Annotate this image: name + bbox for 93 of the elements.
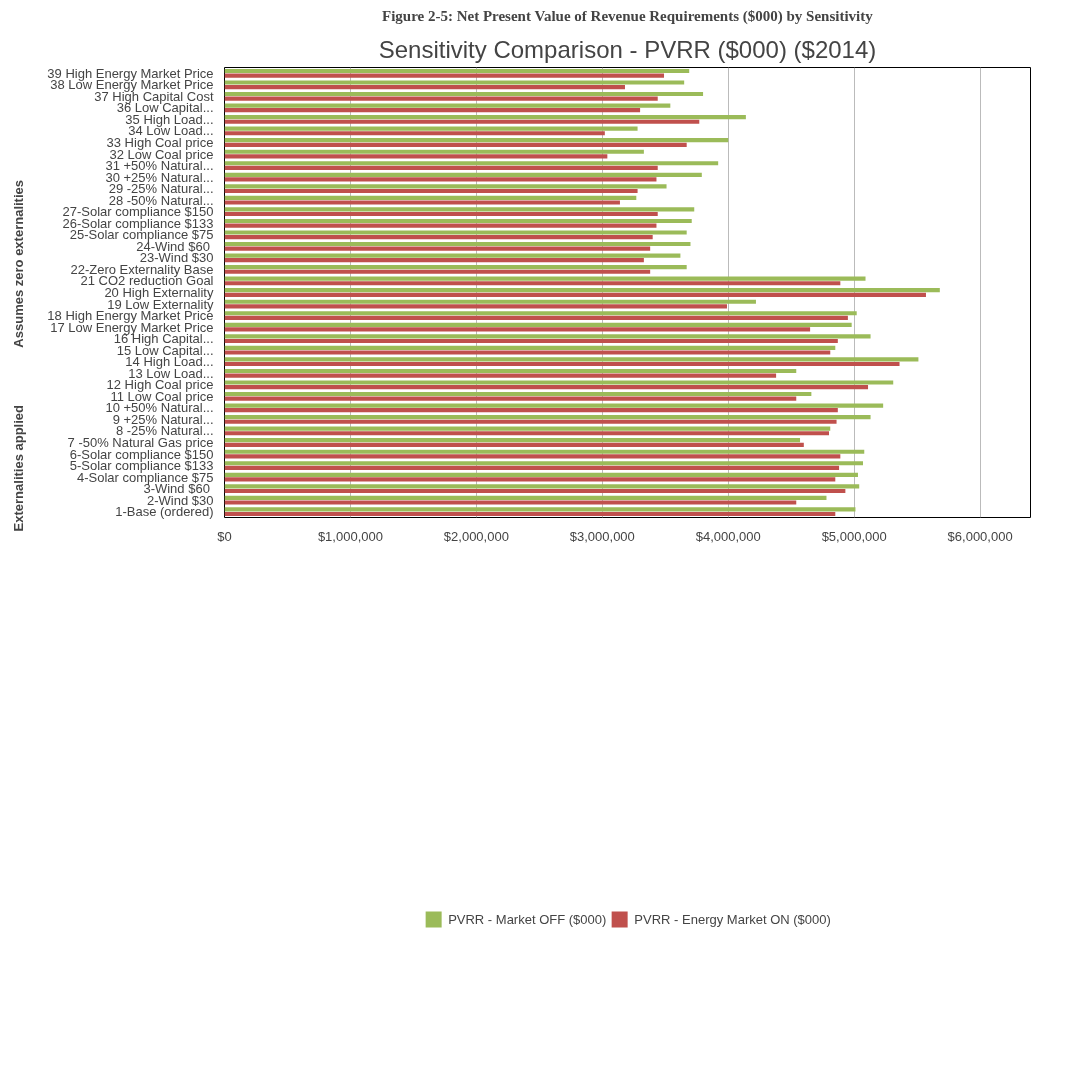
- bar: [224, 195, 637, 200]
- bar: [224, 495, 827, 500]
- bar: [224, 165, 658, 170]
- bar: [224, 138, 729, 143]
- bar: [224, 288, 940, 293]
- bar: [224, 315, 848, 320]
- bar: [224, 311, 857, 316]
- bar: [224, 253, 681, 258]
- bar: [224, 188, 638, 194]
- caption: Figure 2-5: Net Present Value of Revenue Requirements ($000) by Sensitivity: [381, 7, 874, 25]
- bar: [224, 449, 865, 454]
- bar: [224, 258, 644, 263]
- bar: [224, 85, 625, 90]
- x-tick-label: $2,000,000: [443, 528, 509, 544]
- text: Assumes zero externalities: [11, 179, 26, 348]
- bar: [224, 391, 812, 397]
- bar: [224, 345, 836, 350]
- bar: [224, 419, 837, 424]
- bar: [224, 184, 667, 189]
- x-tick-label: $6,000,000: [947, 528, 1013, 544]
- bar: [224, 361, 900, 367]
- legend-label: PVRR - Market OFF ($000): [448, 911, 607, 927]
- bar: [224, 385, 869, 390]
- bar: [224, 211, 658, 217]
- bar: [224, 126, 638, 131]
- bar: [224, 334, 871, 339]
- bar: [224, 154, 608, 159]
- bar: [224, 299, 756, 304]
- bar: [224, 368, 797, 374]
- x-tick-label: $0: [217, 528, 232, 544]
- bar: [224, 431, 829, 436]
- text: Externalities applied: [11, 404, 26, 532]
- bar: [224, 472, 858, 477]
- bar: [224, 465, 840, 470]
- bar: [224, 223, 657, 228]
- legend-label: PVRR - Energy Market ON ($000): [634, 911, 831, 927]
- bar: [224, 119, 700, 124]
- y-tick-label: 1-Base (ordered): [115, 504, 214, 520]
- bar: [224, 322, 852, 327]
- bar: [224, 241, 691, 247]
- bar: [224, 161, 719, 166]
- bar: [224, 246, 651, 251]
- bar: [224, 304, 727, 309]
- bar: [224, 415, 871, 420]
- bar: [224, 292, 926, 297]
- bar: [224, 269, 651, 274]
- bar: [224, 73, 665, 78]
- bar: [224, 461, 863, 466]
- bar: [224, 142, 687, 147]
- bar: [224, 408, 838, 413]
- bar: [224, 442, 804, 447]
- bar: [224, 380, 894, 385]
- x-tick-label: $1,000,000: [317, 528, 383, 544]
- bar: [224, 438, 801, 443]
- bar: [224, 131, 605, 136]
- bar: [224, 108, 641, 113]
- bar: [224, 488, 846, 494]
- x-tick-label: $4,000,000: [695, 528, 761, 544]
- bar: [224, 177, 657, 182]
- bar: [224, 172, 702, 177]
- y-tick-label: 23-Wind $30: [139, 250, 214, 266]
- bar: [224, 235, 653, 240]
- bar: [224, 500, 797, 505]
- bar: [224, 218, 692, 224]
- bar: [224, 403, 884, 408]
- bar: [224, 276, 866, 281]
- bar: [224, 373, 777, 378]
- bar: [224, 338, 838, 344]
- bar: [224, 484, 860, 489]
- chart-title: Sensitivity Comparison - PVRR ($000) ($2014): [378, 35, 877, 63]
- bar: [224, 327, 811, 332]
- bar: [224, 396, 797, 401]
- bar: [224, 357, 919, 362]
- bar: [224, 200, 620, 205]
- x-tick-label: $5,000,000: [821, 528, 887, 544]
- bar: [224, 115, 746, 120]
- bar: [224, 207, 695, 212]
- bar: [224, 68, 690, 74]
- bar: [224, 103, 671, 108]
- bar: [224, 80, 685, 85]
- bar: [224, 426, 831, 431]
- bar: [224, 265, 687, 270]
- bar: [224, 350, 831, 355]
- bar: [224, 149, 644, 154]
- x-tick-label: $3,000,000: [569, 528, 635, 544]
- bar: [224, 230, 687, 235]
- bar: [224, 91, 704, 97]
- bar: [224, 477, 836, 482]
- bar: [224, 511, 836, 517]
- bar: [224, 454, 841, 459]
- bar: [224, 507, 856, 512]
- bar: [224, 281, 841, 286]
- bar: [224, 96, 658, 101]
